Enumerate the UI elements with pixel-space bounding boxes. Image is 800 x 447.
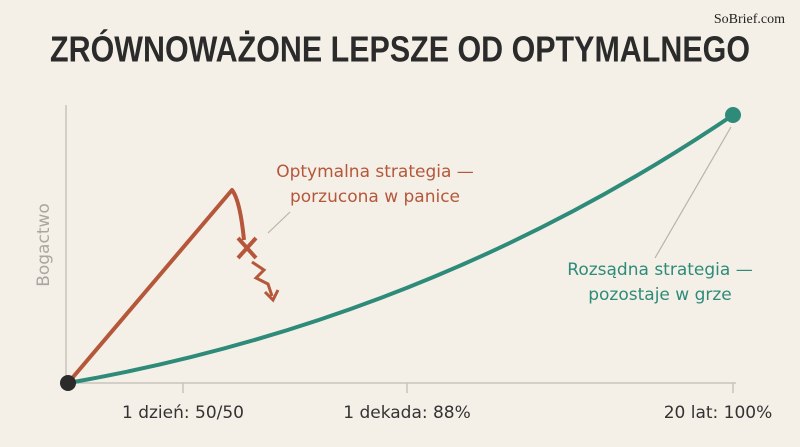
annotation: Rozsądna strategia — bbox=[567, 260, 752, 280]
x-label: 20 lat: 100% bbox=[664, 403, 773, 423]
arrow-head bbox=[263, 289, 280, 303]
annotation: Optymalna strategia — bbox=[276, 162, 474, 182]
brand: SoBrief.com bbox=[714, 12, 785, 27]
crash-squiggle bbox=[251, 260, 274, 297]
x-label: 1 dzień: 50/50 bbox=[122, 403, 244, 423]
end-dot bbox=[725, 107, 741, 123]
cross bbox=[236, 236, 258, 260]
optimal-curve bbox=[66, 188, 246, 385]
annotation: porzucona w panice bbox=[290, 187, 460, 207]
start-dot bbox=[60, 375, 76, 391]
y-label: Bogactwo bbox=[34, 203, 54, 287]
reasonable-curve bbox=[67, 113, 735, 385]
leader bbox=[654, 126, 732, 259]
x-label: 1 dekada: 88% bbox=[343, 403, 471, 423]
leader bbox=[267, 211, 291, 234]
title: ZRÓWNOWAŻONE LEPSZE OD OPTYMALNEGO bbox=[50, 28, 750, 70]
annotation: pozostaje w grze bbox=[588, 285, 732, 305]
